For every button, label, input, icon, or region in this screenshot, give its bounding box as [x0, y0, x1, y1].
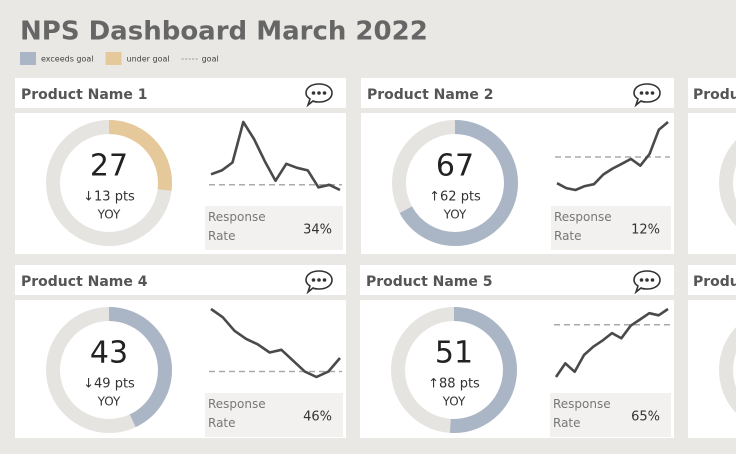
card-header	[688, 265, 736, 295]
card-title: Product Name 2	[367, 87, 494, 103]
score: 27	[90, 149, 128, 184]
comment-icon	[633, 83, 661, 108]
partial-cards: Product Name 3 Product Name 6	[688, 78, 736, 438]
legend-label: goal	[202, 55, 219, 64]
card-header	[15, 265, 346, 295]
legend-label: under goal	[127, 55, 170, 64]
card-header	[360, 265, 674, 295]
response-box	[550, 393, 671, 437]
response-label-box: Response Rate	[208, 397, 266, 430]
donut-arc	[391, 307, 517, 433]
trend-line	[210, 120, 341, 192]
change: ↑88 pts	[428, 377, 480, 392]
trend-line	[210, 307, 341, 379]
comment-dot	[317, 278, 321, 282]
comment-dot	[639, 91, 644, 95]
comment-dot	[645, 278, 649, 282]
response-box	[205, 393, 343, 437]
comment-icon	[633, 270, 661, 295]
card-title: Product Name 1	[21, 87, 148, 103]
trend-line	[554, 307, 669, 378]
period: YOY	[97, 395, 121, 409]
donut-arc	[46, 120, 172, 246]
score: 67	[436, 149, 474, 184]
change: ↓13 pts	[83, 190, 135, 205]
change: ↓49 pts	[83, 377, 135, 392]
response-rate: 65%	[631, 410, 660, 425]
response-label-box: Response Rate	[554, 210, 612, 243]
card-title: Product Name 4	[21, 274, 148, 290]
comment-dot	[322, 278, 327, 282]
card-title: Product Name 3	[693, 87, 736, 103]
response-label: Response Rate	[208, 397, 266, 430]
legend-swatch	[20, 52, 36, 65]
comment-dot	[645, 91, 649, 95]
comment-dot	[650, 278, 655, 282]
donut-arc	[46, 307, 172, 433]
card-header	[15, 78, 346, 108]
response-label-box: Response Rate	[208, 210, 266, 243]
trend-line	[556, 121, 669, 192]
comment-icon	[305, 270, 333, 295]
comment-dot	[322, 91, 327, 95]
period: YOY	[97, 208, 121, 222]
comment-dot	[639, 278, 644, 282]
card-header	[688, 78, 736, 108]
dashboard-title: NPS Dashboard March 2022	[20, 17, 428, 47]
comment-icon	[305, 83, 333, 108]
period: YOY	[443, 208, 467, 222]
response-label: Response Rate	[554, 210, 612, 243]
card-title: Product Name 6	[693, 274, 736, 290]
response-rate: 12%	[631, 223, 660, 238]
comment-dot	[317, 91, 321, 95]
change: ↑62 pts	[429, 190, 481, 205]
response-label-box: Response Rate	[553, 397, 611, 430]
response-label: Response Rate	[553, 397, 611, 430]
response-rate: 46%	[303, 410, 332, 425]
donut-arc	[392, 120, 518, 246]
response-rate: 34%	[303, 223, 332, 238]
card-header	[361, 78, 674, 108]
comment-dot	[311, 278, 316, 282]
legend-swatch	[105, 52, 122, 65]
response-label: Response Rate	[208, 210, 266, 243]
legend-label: exceeds goal	[41, 55, 94, 64]
score: 51	[435, 336, 473, 371]
donut-track	[719, 139, 736, 227]
period: YOY	[442, 395, 466, 409]
comment-dot	[650, 91, 655, 95]
donut-track	[719, 326, 736, 414]
response-box	[205, 206, 343, 250]
score: 43	[90, 336, 128, 371]
comment-dot	[311, 91, 316, 95]
card-title: Product Name 5	[366, 274, 493, 290]
response-box	[551, 206, 671, 250]
